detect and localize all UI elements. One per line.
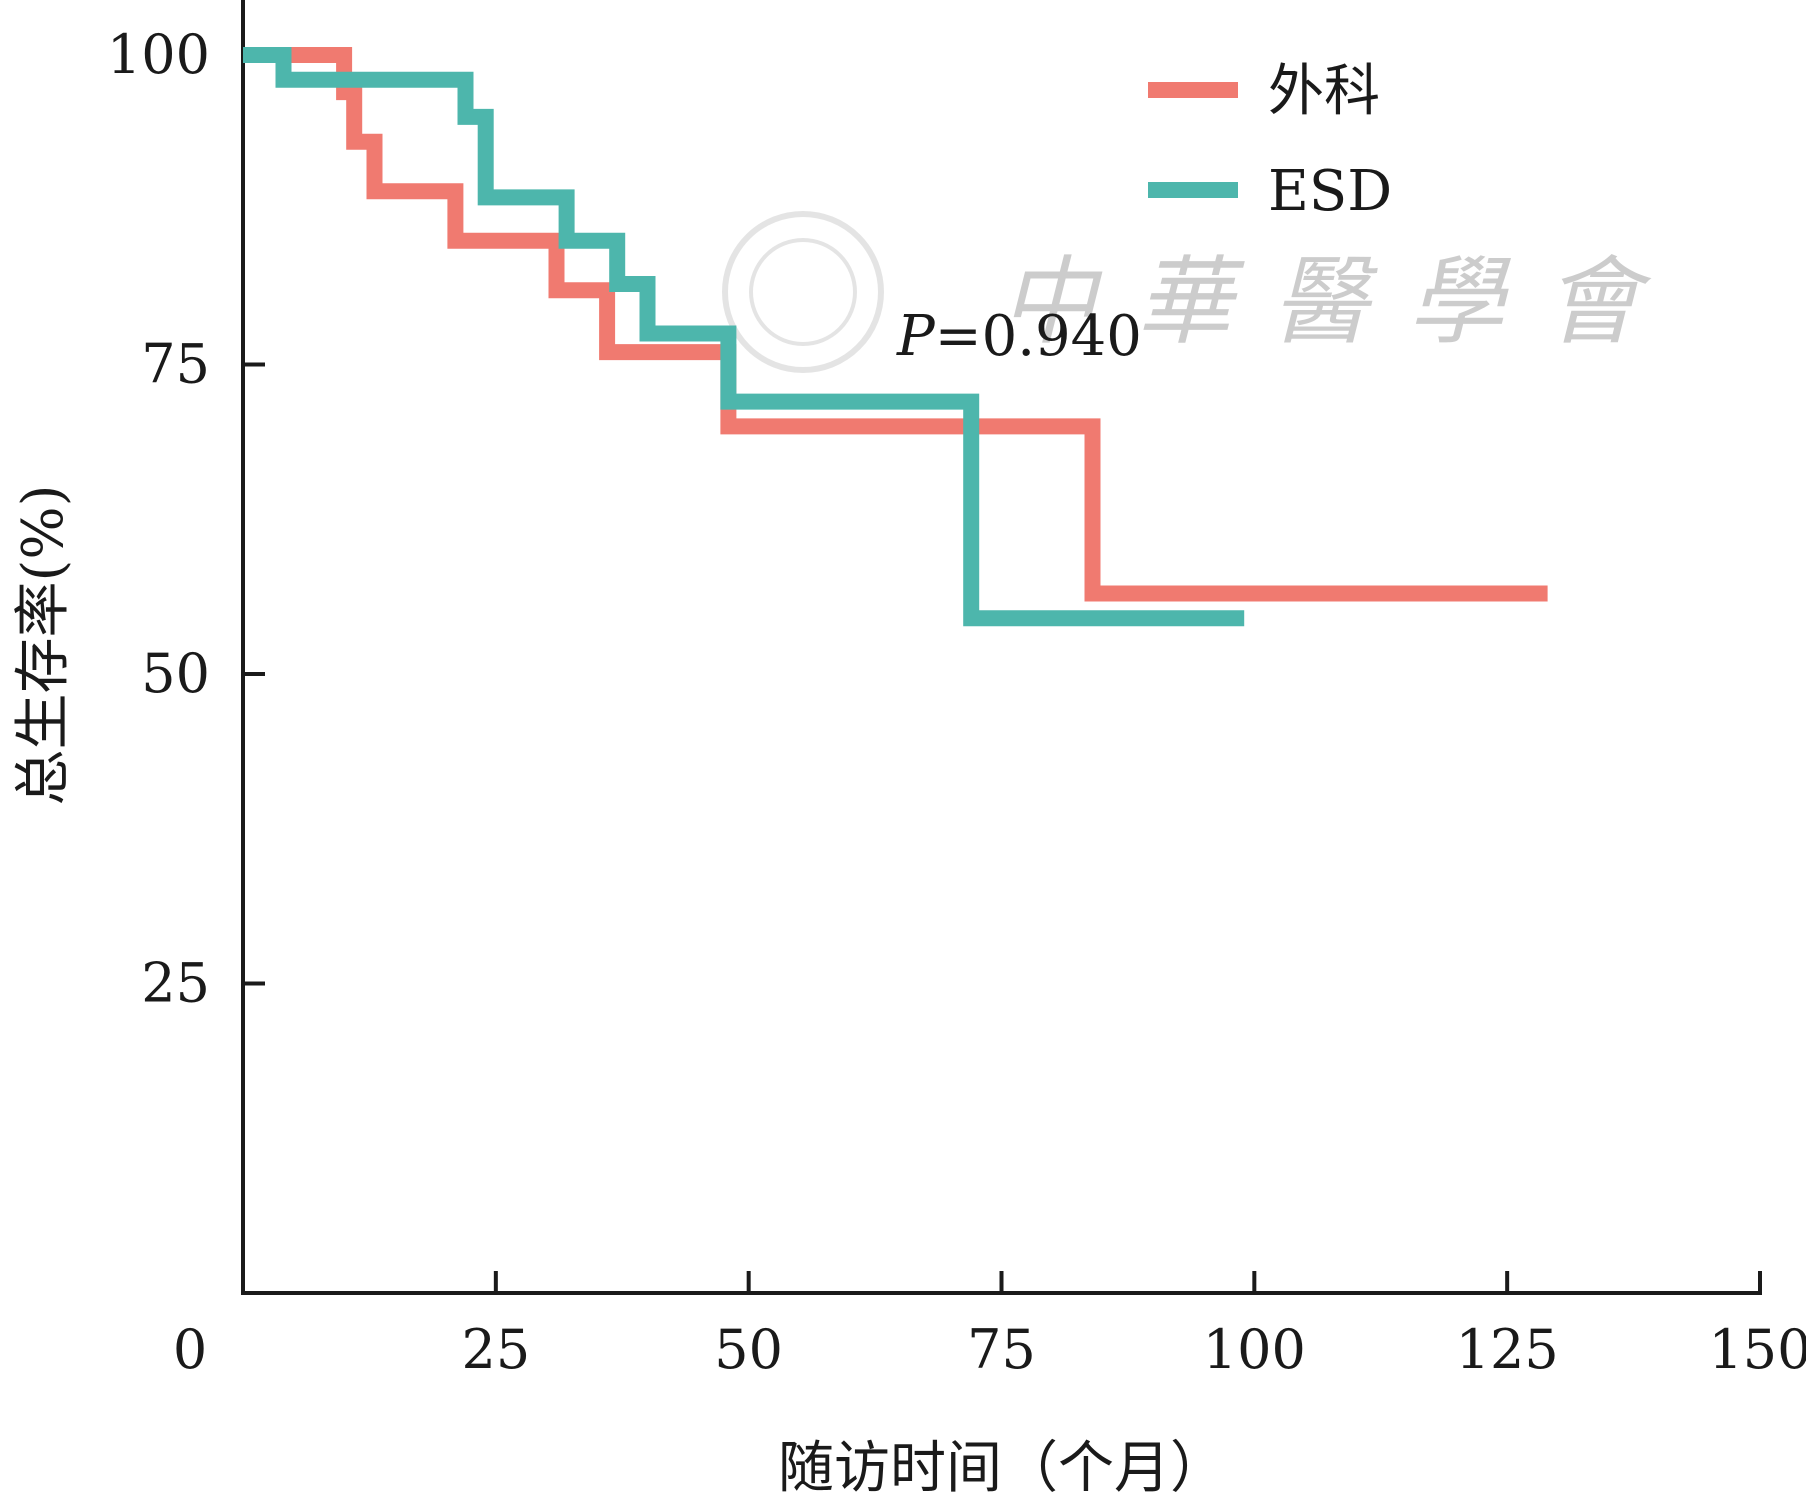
x-tick-label: 50	[714, 1318, 783, 1381]
legend-label-esd: ESD	[1268, 159, 1392, 224]
y-tick-label: 50	[141, 642, 210, 705]
x-axis-title: 随访时间（个月）	[778, 1436, 1226, 1495]
axes	[241, 0, 1762, 1295]
series-group	[243, 47, 1548, 627]
x-ticks: 0 25 50 75 100 125 150	[173, 1271, 1806, 1381]
watermark-seal-inner	[749, 238, 857, 346]
watermark-seal-icon	[722, 211, 884, 373]
x-tick-label: 150	[1708, 1318, 1806, 1381]
p-value-annotation: P=0.940	[896, 304, 1142, 369]
x-tick-label: 0	[173, 1318, 207, 1381]
x-tick-label: 75	[967, 1318, 1036, 1381]
series-line-surgery	[243, 47, 1548, 602]
y-ticks: 25 50 75 100	[107, 23, 265, 1015]
watermark: 中華醫學會	[722, 211, 1680, 373]
legend-label-surgery: 外科	[1268, 59, 1380, 124]
p-value-number: =0.940	[935, 304, 1142, 369]
y-tick-label: 25	[141, 952, 210, 1015]
y-axis-title: 总生存率(%)	[11, 485, 76, 806]
series-line-esd	[243, 47, 1245, 627]
watermark-text: 中華醫學會	[1000, 246, 1680, 358]
y-tick-label: 75	[141, 333, 210, 396]
x-tick-label: 125	[1456, 1318, 1559, 1381]
y-tick-label: 100	[107, 23, 210, 86]
x-tick-label: 100	[1203, 1318, 1306, 1381]
p-value-symbol: P	[896, 304, 936, 369]
legend: 外科 ESD	[1148, 59, 1392, 224]
x-tick-label: 25	[461, 1318, 530, 1381]
